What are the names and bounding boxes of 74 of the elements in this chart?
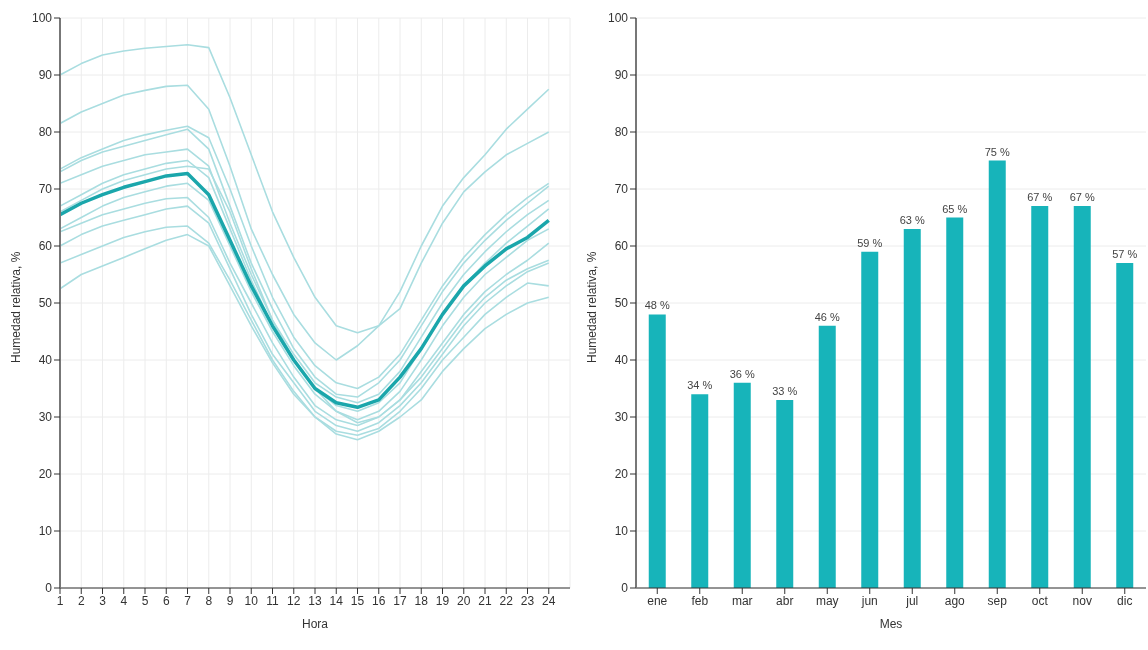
data-label: 33 % xyxy=(772,384,798,397)
x-tick-label: abr xyxy=(776,593,794,608)
data-label: 67 % xyxy=(1027,191,1053,204)
y-tick-label: 20 xyxy=(38,467,53,482)
y-tick-label: 30 xyxy=(614,410,629,425)
x-tick-label: 23 xyxy=(520,593,535,608)
x-tick-label: 16 xyxy=(372,593,386,608)
y-tick-label: 0 xyxy=(621,581,629,596)
x-tick-label: jun xyxy=(860,593,878,608)
x-tick-label: nov xyxy=(1072,593,1092,608)
y-tick-label: 100 xyxy=(607,11,629,26)
data-label: 63 % xyxy=(899,213,925,226)
y-tick-label: 70 xyxy=(38,182,53,197)
x-tick-label: 10 xyxy=(244,593,259,608)
y-tick-label: 20 xyxy=(614,467,629,482)
data-label: 67 % xyxy=(1069,191,1095,204)
y-tick-label: 70 xyxy=(614,182,629,197)
data-label: 36 % xyxy=(729,367,755,380)
x-tick-label: ene xyxy=(647,593,668,608)
y-tick-label: 10 xyxy=(614,524,629,539)
y-tick-label: 50 xyxy=(614,296,629,311)
x-tick-label: 5 xyxy=(141,593,149,608)
x-tick-label: 22 xyxy=(499,593,514,608)
x-tick-label: 12 xyxy=(287,593,301,608)
x-tick-label: jul xyxy=(905,593,919,608)
x-tick-label: 18 xyxy=(414,593,429,608)
y-tick-label: 100 xyxy=(31,11,53,26)
y-tick-label: 80 xyxy=(38,125,53,140)
y-tick-label: 60 xyxy=(38,239,53,254)
x-tick-label: 7 xyxy=(184,593,192,608)
y-tick-label: 50 xyxy=(38,296,53,311)
x-tick-label: 11 xyxy=(266,593,280,608)
y-axis-title: Humedad relativa, % xyxy=(9,251,24,363)
data-label: 59 % xyxy=(857,236,883,249)
x-tick-label: 9 xyxy=(226,593,234,608)
y-tick-label: 10 xyxy=(38,524,53,539)
y-tick-label: 30 xyxy=(38,410,53,425)
x-tick-label: 24 xyxy=(542,593,556,608)
x-tick-label: 19 xyxy=(435,593,450,608)
x-tick-label: feb xyxy=(691,593,709,608)
x-tick-label: sep xyxy=(987,593,1008,608)
x-tick-label: 20 xyxy=(457,593,471,608)
x-tick-label: may xyxy=(815,593,839,608)
x-axis-title: Mes xyxy=(879,617,903,631)
x-tick-label: ago xyxy=(944,593,966,608)
y-axis-title: Humedad relativa, % xyxy=(585,251,600,363)
data-label: 34 % xyxy=(687,379,713,392)
y-tick-label: 80 xyxy=(614,125,629,140)
y-tick-label: 90 xyxy=(614,68,629,83)
data-label: 48 % xyxy=(644,299,670,312)
x-axis-title: Hora xyxy=(301,617,329,631)
x-tick-label: 3 xyxy=(99,593,107,608)
y-tick-label: 90 xyxy=(38,68,53,83)
x-tick-label: 14 xyxy=(329,593,344,608)
x-tick-label: 6 xyxy=(162,593,170,608)
x-tick-label: 2 xyxy=(77,593,85,608)
x-tick-label: 1 xyxy=(56,593,64,608)
x-tick-label: mar xyxy=(731,593,753,608)
x-tick-label: oct xyxy=(1031,593,1049,608)
y-tick-label: 0 xyxy=(45,581,53,596)
x-tick-label: 21 xyxy=(478,593,492,608)
x-tick-label: 15 xyxy=(350,593,365,608)
x-tick-label: 17 xyxy=(393,593,407,608)
data-label: 57 % xyxy=(1112,248,1138,261)
y-tick-label: 60 xyxy=(614,239,629,254)
y-tick-label: 40 xyxy=(38,353,53,368)
x-tick-label: 8 xyxy=(205,593,213,608)
data-label: 65 % xyxy=(942,202,968,215)
data-label: 46 % xyxy=(814,310,840,323)
data-label: 75 % xyxy=(984,145,1010,158)
y-tick-label: 40 xyxy=(614,353,629,368)
x-tick-label: 13 xyxy=(308,593,322,608)
x-tick-label: dic xyxy=(1117,593,1133,608)
x-tick-label: 4 xyxy=(120,593,128,608)
